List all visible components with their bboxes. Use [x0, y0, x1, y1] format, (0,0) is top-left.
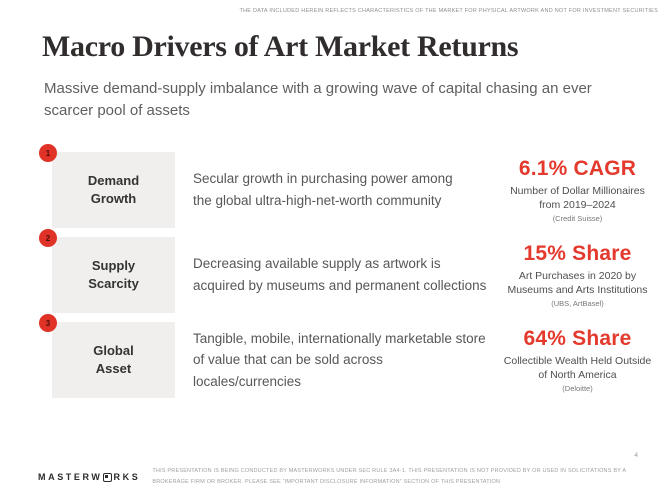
stat-block: 6.1% CAGR Number of Dollar Millionaires …	[493, 157, 662, 222]
stat-value: 15% Share	[523, 242, 632, 266]
slide-subtitle: Massive demand-supply imbalance with a g…	[44, 80, 592, 119]
stat-value: 6.1% CAGR	[518, 157, 637, 181]
stat-block: 15% Share Art Purchases in 2020 by Museu…	[493, 242, 662, 307]
step-number-badge: 3	[39, 314, 57, 332]
step-number-badge: 2	[39, 229, 57, 247]
driver-description: Decreasing available supply as artwork i…	[193, 256, 487, 293]
masterworks-square-o-icon	[102, 472, 112, 482]
stat-block: 64% Share Collectible Wealth Held Outsid…	[493, 327, 662, 392]
step-number-badge: 1	[39, 144, 57, 162]
stat-caption: Number of Dollar Millionaires from 2019–…	[510, 185, 645, 211]
logo-text-suffix: RKS	[113, 472, 141, 482]
driver-row-global-asset: 3 Global Asset Tangible, mobile, interna…	[39, 314, 662, 398]
footer-disclaimer-text: THIS PRESENTATION IS BEING CONDUCTED BY …	[152, 468, 626, 485]
masterworks-logo: MASTERW RKS	[38, 472, 140, 482]
stat-caption: Art Purchases in 2020 by Museums and Art…	[507, 270, 648, 296]
driver-label-box: Supply Scarcity	[52, 237, 175, 313]
driver-description: Secular growth in purchasing power among…	[193, 171, 453, 208]
stat-caption: Collectible Wealth Held Outside of North…	[503, 355, 652, 381]
stat-value: 64% Share	[523, 327, 632, 351]
page-number: 4	[634, 452, 638, 459]
top-disclaimer-text: THE DATA INCLUDED HEREIN REFLECTS CHARAC…	[239, 8, 658, 14]
driver-row-supply-scarcity: 2 Supply Scarcity Decreasing available s…	[39, 229, 662, 313]
driver-label-box: Demand Growth	[52, 152, 175, 228]
stat-source: (Credit Suisse)	[552, 213, 603, 223]
driver-description: Tangible, mobile, internationally market…	[193, 330, 486, 389]
logo-text-prefix: MASTERW	[38, 472, 103, 482]
driver-row-demand-growth: 1 Demand Growth Secular growth in purcha…	[39, 144, 662, 228]
stat-source: (Deloitte)	[562, 383, 593, 393]
page-title: Macro Drivers of Art Market Returns	[42, 30, 519, 63]
slide-footer: MASTERW RKS THIS PRESENTATION IS BEING CO…	[38, 466, 658, 488]
stat-source: (UBS, ArtBasel)	[551, 298, 604, 308]
driver-label-box: Global Asset	[52, 322, 175, 398]
